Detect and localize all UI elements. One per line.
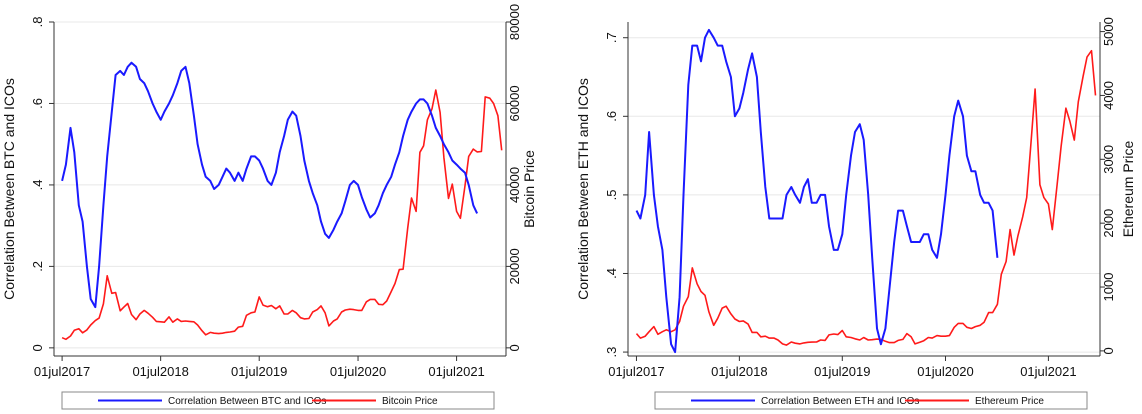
x-tick-label: 01jul2019 xyxy=(814,364,870,379)
y-right-tick-label: 4000 xyxy=(1101,81,1116,110)
legend-box xyxy=(654,391,1088,410)
legend-box xyxy=(61,391,495,410)
legend: Correlation Between ETH and ICOs Ethereum… xyxy=(654,391,1088,410)
x-tick-label: 01jul2019 xyxy=(231,364,287,379)
y-right-tick-label: 0 xyxy=(1101,347,1116,354)
y-right-tick-label: 5000 xyxy=(1101,17,1116,46)
y-left-tick-label: 0 xyxy=(30,344,45,351)
y-left-tick-label: .6 xyxy=(604,111,619,122)
x-tick-label: 01jul2017 xyxy=(608,364,664,379)
x-tick-label: 01jul2020 xyxy=(330,364,386,379)
y-left-tick-label: .7 xyxy=(604,32,619,43)
legend-label-price: Ethereum Price xyxy=(975,396,1044,407)
y-left-tick-label: .8 xyxy=(30,17,45,28)
series-line-correlation xyxy=(61,61,479,309)
chart-2: .3 .4 .5 .6 .7 0 1000 2000 3000 4000 5000 01jul2017… xyxy=(575,17,1136,410)
x-tick-label: 01jul2018 xyxy=(711,364,767,379)
series-line-correlation xyxy=(635,28,999,354)
y-right-tick-label: 0 xyxy=(507,344,522,351)
y-right-axis-title: Bitcoin Price xyxy=(521,150,537,228)
legend-label-correlation: Correlation Between ETH and ICOs xyxy=(761,396,919,407)
y-right-tick-label: 20000 xyxy=(507,248,522,284)
y-right-tick-label: 60000 xyxy=(507,85,522,121)
x-tick-label: 01jul2021 xyxy=(428,364,484,379)
x-tick-label: 01jul2021 xyxy=(1020,364,1076,379)
x-tick-label: 01jul2017 xyxy=(34,364,90,379)
x-tick-label: 01jul2020 xyxy=(917,364,973,379)
y-right-axis-title: Ethereum Price xyxy=(1120,141,1136,238)
legend-label-price: Bitcoin Price xyxy=(382,396,438,407)
x-tick-label: 01jul2018 xyxy=(132,364,188,379)
y-right-tick-label: 3000 xyxy=(1101,145,1116,174)
chart-1: 0 .2 .4 .6 .8 0 20000 40000 60000 80000 01jul2017 0… xyxy=(1,4,537,410)
y-right-tick-label: 80000 xyxy=(507,4,522,40)
legend-label-correlation: Correlation Between BTC and ICOs xyxy=(168,396,326,407)
y-left-tick-label: .6 xyxy=(30,98,45,109)
y-left-tick-label: .5 xyxy=(604,189,619,200)
series-line-price xyxy=(61,89,503,341)
y-right-tick-label: 40000 xyxy=(507,167,522,203)
y-left-tick-label: .4 xyxy=(30,180,45,191)
legend: Correlation Between BTC and ICOs Bitcoin … xyxy=(61,391,495,410)
y-left-tick-label: .3 xyxy=(604,347,619,358)
y-right-tick-label: 2000 xyxy=(1101,209,1116,238)
y-left-axis-title: Correlation Between BTC and ICOs xyxy=(1,78,17,300)
y-left-axis-title: Correlation Between ETH and ICOs xyxy=(575,78,591,300)
y-left-tick-label: .4 xyxy=(604,268,619,279)
y-left-tick-label: .2 xyxy=(30,261,45,272)
y-right-tick-label: 1000 xyxy=(1101,273,1116,302)
series-line-price xyxy=(635,49,1097,346)
